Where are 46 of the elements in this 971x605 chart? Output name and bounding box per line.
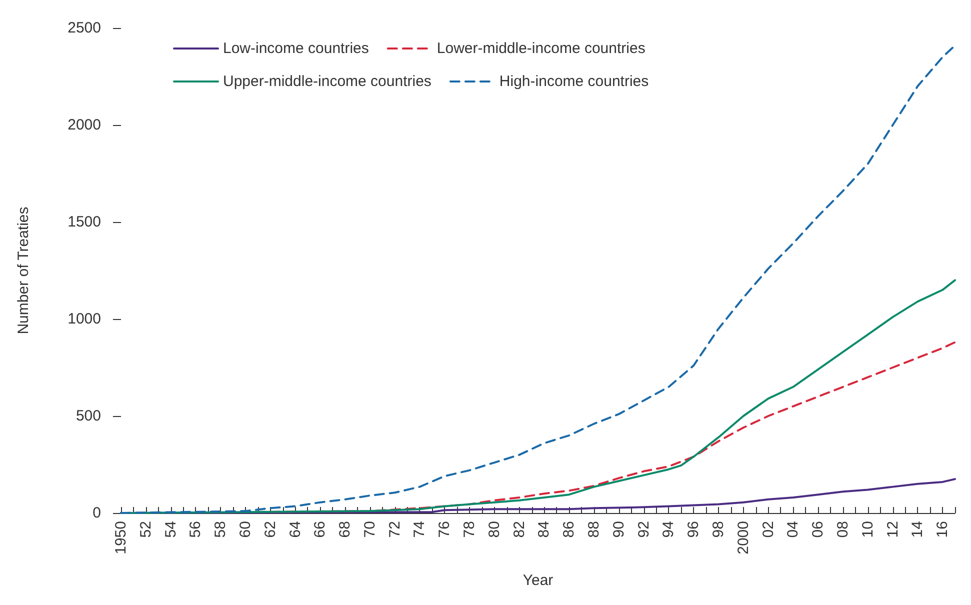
legend-label: High-income countries [499,73,649,90]
x-tick-label: 12 [884,521,902,538]
x-tick-label: 98 [710,521,727,538]
legend-label: Low-income countries [223,40,369,57]
x-tick-label: 82 [510,521,528,538]
x-tick-label: 66 [312,521,329,538]
x-tick-label: 90 [610,521,628,538]
x-tick-label: 04 [784,521,802,538]
legend-label: Upper-middle-income countries [223,73,432,90]
x-tick-label: 02 [760,521,777,538]
x-tick-label: 58 [212,521,230,538]
x-tick-label: 62 [262,521,279,538]
x-tick-label: 76 [436,521,454,538]
x-tick-label: 88 [586,521,603,538]
y-tick-label: 500 [76,408,101,424]
x-tick-label: 64 [286,521,304,538]
x-tick-label: 94 [660,521,678,538]
x-tick-label: 84 [536,521,553,538]
y-axis-title: Number of Treaties [15,206,32,334]
x-tick-label: 74 [411,521,428,538]
x-tick-label: 08 [834,521,852,538]
y-tick-label: 0 [92,504,101,522]
x-tick-label: 2000 [734,521,752,554]
y-tick-label: 2000 [68,116,101,134]
x-tick-label: 60 [236,521,254,538]
y-tick-label: 1000 [68,310,101,328]
y-tick-label: 2500 [68,20,101,36]
x-tick-label: 52 [137,521,154,538]
x-tick-label: 72 [386,521,404,538]
x-tick-label: 14 [909,521,926,538]
x-tick-label: 80 [486,521,503,538]
x-tick-label: 96 [685,521,702,538]
x-tick-label: 68 [336,521,354,538]
x-tick-label: 1950 [112,521,130,554]
x-axis-title: Year [522,572,554,589]
x-tick-label: 56 [187,521,204,538]
legend-label: Lower-middle-income countries [436,40,646,57]
x-tick-label: 70 [361,521,378,538]
x-tick-label: 16 [934,521,952,538]
x-tick-label: 06 [810,521,827,538]
x-tick-label: 86 [560,521,578,538]
x-tick-label: 92 [635,521,652,538]
x-tick-label: 54 [162,521,180,538]
x-tick-label: 78 [461,521,478,538]
y-tick-label: 1500 [68,214,101,230]
x-tick-label: 10 [859,521,876,538]
